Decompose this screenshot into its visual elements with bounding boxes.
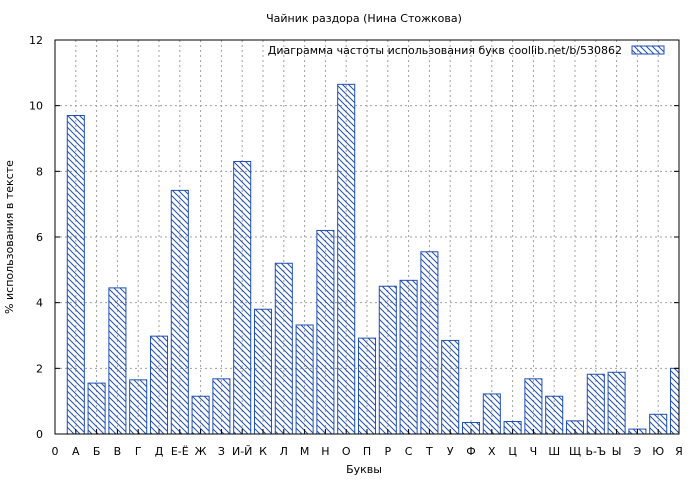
x-axis-label: Буквы [346, 463, 382, 476]
x-tick-label: Э [634, 445, 642, 458]
x-tick-label: Т [425, 445, 433, 458]
x-tick-label: И-Й [232, 445, 252, 458]
legend: Диаграмма частоты использования букв coo… [268, 44, 665, 57]
y-tick-label: 10 [29, 100, 43, 113]
x-tick-label: Р [384, 445, 391, 458]
bar [108, 287, 127, 435]
x-tick-label: П [363, 445, 371, 458]
bar [357, 337, 377, 435]
y-tick-label: 12 [29, 34, 43, 47]
x-tick-label: Ц [508, 445, 517, 458]
y-ticks: 0 2 4 6 8 10 12 [29, 34, 679, 441]
y-tick-label: 6 [36, 231, 43, 244]
x-tick-label: Н [321, 445, 329, 458]
x-ticks: 0 А Б В Г Д Е-Ё Ж З И-Й К Л М Н О П Р С Т У Ф Х Ц Ч Ш Щ Ь-Ъ Ы Э Ю Я [52, 429, 683, 458]
x-tick-label: К [259, 445, 267, 458]
y-tick-label: 0 [36, 428, 43, 441]
bar [316, 229, 335, 435]
bar [149, 335, 169, 435]
x-tick-label: З [218, 445, 225, 458]
bar [441, 339, 460, 435]
bar [66, 115, 85, 435]
x-tick-label: Е-Ё [171, 445, 189, 458]
bar [586, 373, 605, 435]
x-tick-label: Ч [530, 445, 538, 458]
x-tick-label: Я [675, 445, 683, 458]
x-tick-label: Л [280, 445, 288, 458]
bar [212, 378, 231, 435]
x-tick-label: Ш [548, 445, 560, 458]
x-tick-label: А [72, 445, 80, 458]
bar [482, 393, 501, 435]
bar [191, 395, 210, 435]
x-tick-label: Ф [466, 445, 475, 458]
x-tick-label: Ы [612, 445, 622, 458]
y-tick-label: 8 [36, 165, 43, 178]
x-tick-label: Б [93, 445, 101, 458]
x-tick-label: Щ [569, 445, 581, 458]
x-tick-label: В [114, 445, 122, 458]
bar [253, 308, 273, 435]
bar [669, 367, 680, 435]
bar [524, 378, 543, 435]
x-tick-label: У [447, 445, 454, 458]
chart-title: Чайник раздора (Нина Стожкова) [266, 12, 462, 25]
bar [399, 279, 418, 435]
bar [170, 189, 189, 435]
bar [545, 395, 564, 435]
y-tick-label: 4 [36, 297, 43, 310]
x-tick-label: Х [488, 445, 496, 458]
y-axis-label: % использования в тексте [3, 160, 16, 314]
bar [87, 382, 106, 435]
bar [233, 160, 252, 435]
x-tick-label: О [342, 445, 351, 458]
legend-swatch [631, 45, 665, 55]
bar [295, 324, 314, 435]
bar [420, 251, 439, 435]
x-tick-label: Д [155, 445, 164, 458]
bars [66, 83, 680, 435]
x-tick-label: М [300, 445, 310, 458]
bar [337, 83, 356, 435]
y-tick-label: 2 [36, 362, 43, 375]
bar [378, 285, 397, 435]
x-tick-label: Ю [652, 445, 664, 458]
x-tick-label: Ж [195, 445, 207, 458]
x-tick-label: 0 [52, 445, 59, 458]
bar [607, 371, 626, 435]
x-tick-label: Г [135, 445, 142, 458]
legend-label: Диаграмма частоты использования букв coo… [268, 44, 622, 57]
x-tick-label: Ь-Ъ [585, 445, 606, 458]
bar [274, 262, 293, 435]
bar [129, 379, 148, 435]
x-tick-label: С [405, 445, 413, 458]
